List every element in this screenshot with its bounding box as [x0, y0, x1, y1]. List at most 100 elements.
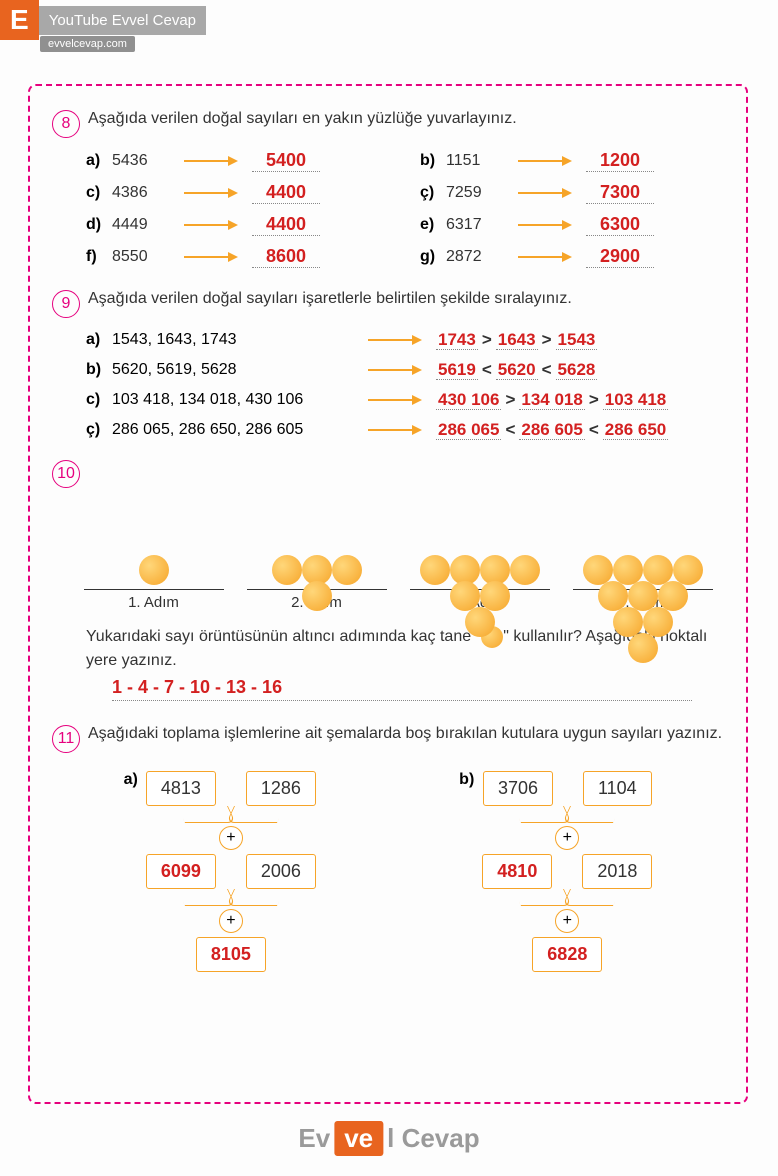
circle-icon	[450, 581, 480, 611]
q8-item: c)43864400	[86, 182, 390, 204]
question-10: 10	[52, 460, 724, 488]
q8-item: a)54365400	[86, 150, 390, 172]
site-url: evvelcevap.com	[40, 36, 135, 52]
sum-box: 4810	[482, 854, 552, 889]
q8-item: d) 4449 4400	[86, 214, 390, 236]
q8-prompt: Aşağıda verilen doğal sayıları en yakın …	[88, 110, 517, 128]
q9-source: 5620, 5619, 5628	[112, 361, 352, 379]
arrow-icon	[516, 186, 572, 200]
operand-box: 2006	[246, 854, 316, 889]
circle-icon	[613, 607, 643, 637]
item-label: d)	[86, 216, 106, 234]
tree-label: a)	[124, 771, 138, 789]
plus-icon: +	[219, 909, 243, 933]
operand-box: 1286	[246, 771, 316, 806]
operand-box: 4813	[146, 771, 216, 806]
circle-icon	[598, 581, 628, 611]
circle-group	[84, 502, 224, 590]
q9-answer: 430 106>134 018>103 418	[436, 390, 668, 410]
item-source: 5436	[112, 152, 168, 170]
q9-answer: 5619<5620<5628	[436, 360, 597, 380]
circle-icon	[583, 555, 613, 585]
circle-icon	[643, 607, 673, 637]
footer-mid: ve	[334, 1121, 383, 1156]
pattern-step: 1. Adım	[84, 502, 224, 611]
item-label: ç)	[420, 184, 440, 202]
item-label: f)	[86, 248, 106, 266]
arrow-icon	[182, 154, 238, 168]
q10-steps: 1. Adım 2. Adım3. Adım4. Adım	[72, 502, 724, 611]
q10-prompt-a: Yukarıdaki sayı örüntüsünün altıncı adım…	[86, 628, 481, 645]
step-label: 1. Adım	[128, 594, 179, 611]
pattern-step: 4. Adım	[573, 502, 713, 611]
circle-icon	[302, 581, 332, 611]
item-source: 2872	[446, 248, 502, 266]
pattern-step: 3. Adım	[410, 502, 550, 611]
arrow-icon	[182, 186, 238, 200]
q8-item: g)28722900	[420, 246, 724, 268]
item-source: 7259	[446, 184, 502, 202]
item-label: ç)	[86, 421, 106, 439]
question-8: 8 Aşağıda verilen doğal sayıları en yakı…	[52, 110, 724, 138]
q8-item: f) 8550 8600	[86, 246, 390, 268]
item-answer: 7300	[586, 182, 654, 204]
item-label: a)	[86, 152, 106, 170]
qnum-10: 10	[52, 460, 80, 488]
circle-icon	[510, 555, 540, 585]
arrow-icon	[516, 250, 572, 264]
arrow-icon	[366, 333, 422, 347]
circle-icon	[465, 607, 495, 637]
footer-post: l Cevap	[387, 1123, 480, 1154]
qnum-11: 11	[52, 725, 80, 753]
item-source: 4449	[112, 216, 168, 234]
plus-icon: +	[219, 826, 243, 850]
circle-icon	[658, 581, 688, 611]
item-label: g)	[420, 248, 440, 266]
item-label: b)	[420, 152, 440, 170]
plus-icon: +	[555, 909, 579, 933]
logo-badge: E	[0, 0, 39, 40]
q9-source: 1543, 1643, 1743	[112, 331, 352, 349]
q9-answer: 1743>1643>1543	[436, 330, 597, 350]
circle-icon	[332, 555, 362, 585]
item-label: c)	[86, 184, 106, 202]
q8-grid: a)54365400b)11511200c)43864400ç)72597300…	[86, 150, 724, 268]
circle-icon	[480, 581, 510, 611]
circle-icon	[272, 555, 302, 585]
item-answer: 4400	[252, 182, 320, 204]
question-9: 9 Aşağıda verilen doğal sayıları işaretl…	[52, 290, 724, 318]
connector-line	[181, 806, 281, 822]
footer-logo: Evvel Cevap	[298, 1121, 479, 1156]
operand-box: 1104	[583, 771, 652, 806]
q9-row: ç)286 065, 286 650, 286 605286 065<286 6…	[86, 420, 724, 440]
connector-line	[181, 889, 281, 905]
operand-box: 2018	[582, 854, 652, 889]
q9-row: b) 5620, 5619, 5628 5619<5620<5628	[86, 360, 724, 380]
item-source: 6317	[446, 216, 502, 234]
footer-pre: Ev	[298, 1123, 330, 1154]
worksheet-frame: 8 Aşağıda verilen doğal sayıları en yakı…	[28, 84, 748, 1104]
result-box: 6828	[532, 937, 602, 972]
circle-icon	[613, 555, 643, 585]
qnum-9: 9	[52, 290, 80, 318]
item-answer: 4400	[252, 214, 320, 236]
q9-source: 286 065, 286 650, 286 605	[112, 421, 352, 439]
circle-icon	[139, 555, 169, 585]
arrow-icon	[516, 154, 572, 168]
header: E YouTube Evvel Cevap	[0, 0, 206, 40]
item-label: b)	[86, 361, 106, 379]
tree-label: b)	[459, 771, 474, 789]
circle-icon	[673, 555, 703, 585]
connector-line	[517, 806, 617, 822]
item-source: 8550	[112, 248, 168, 266]
q9-source: 103 418, 134 018, 430 106	[112, 391, 352, 409]
circle-group	[247, 502, 387, 590]
circle-icon	[420, 555, 450, 585]
arrow-icon	[366, 393, 422, 407]
connector-line	[517, 889, 617, 905]
pattern-step: 2. Adım	[247, 502, 387, 611]
item-answer: 8600	[252, 246, 320, 268]
sum-box: 6099	[146, 854, 216, 889]
circle-icon	[628, 633, 658, 663]
q11-trees: a)48131286+60992006+8105b)37061104+48102…	[52, 771, 724, 972]
